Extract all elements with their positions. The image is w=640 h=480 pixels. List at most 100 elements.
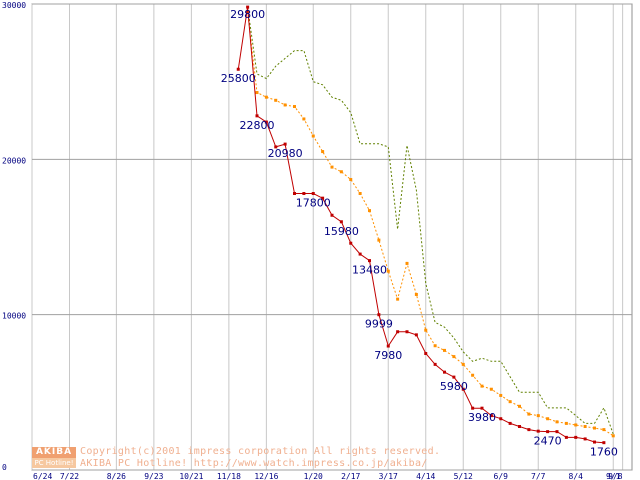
y-axis-ticks: 0 10000 20000 30000: [2, 1, 26, 472]
x-tick-label: 6/9: [494, 472, 509, 480]
data-point-lowest: [359, 253, 362, 256]
data-point-lowest: [340, 220, 343, 223]
data-label: 13480: [352, 264, 387, 277]
x-tick-label: 8/4: [569, 472, 584, 480]
x-axis-ticks: 6/24 7/22 8/26 9/23 10/21 11/18 12/16 1/20 2/17 3…: [33, 472, 623, 480]
x-tick-label: 8/26: [107, 472, 126, 480]
site-url-text: AKIBA PC Hotline! http://www.watch.impre…: [80, 458, 428, 469]
x-tick-label: 4/14: [416, 472, 435, 480]
data-point-lowest: [537, 430, 540, 433]
data-point-lowest: [499, 417, 502, 420]
data-point-average: [584, 425, 587, 428]
data-label: 9999: [365, 318, 393, 331]
data-point-average: [293, 105, 296, 108]
data-point-average: [265, 96, 268, 99]
y-tick-label: 10000: [2, 312, 26, 321]
data-point-average: [509, 400, 512, 403]
data-point-lowest: [518, 425, 521, 428]
x-tick-label: 9/23: [144, 472, 163, 480]
data-point-average: [443, 349, 446, 352]
data-point-lowest: [546, 430, 549, 433]
data-point-average: [302, 117, 305, 120]
data-point-average: [499, 394, 502, 397]
data-point-average: [312, 135, 315, 138]
data-point-lowest: [406, 330, 409, 333]
data-point-average: [256, 91, 259, 94]
data-point-lowest: [256, 114, 259, 117]
data-point-average: [331, 166, 334, 169]
data-point-lowest: [509, 422, 512, 425]
data-point-lowest: [349, 242, 352, 245]
data-point-lowest: [443, 371, 446, 374]
data-point-average: [462, 363, 465, 366]
data-point-lowest: [471, 407, 474, 410]
data-point-average: [602, 428, 605, 431]
x-tick-label: 1/20: [304, 472, 323, 480]
data-label: 25800: [221, 72, 256, 85]
data-point-average: [612, 434, 615, 437]
data-label: 15980: [324, 225, 359, 238]
x-tick-label: 10/21: [179, 472, 203, 480]
data-point-average: [415, 293, 418, 296]
data-point-average: [377, 239, 380, 242]
data-label: 1760: [590, 446, 618, 459]
data-point-average: [406, 262, 409, 265]
data-point-lowest: [302, 192, 305, 195]
data-point-average: [340, 170, 343, 173]
x-tick-label: 6/24: [33, 472, 52, 480]
data-point-average: [481, 385, 484, 388]
y-tick-label: 0: [2, 463, 7, 472]
data-point-average: [452, 355, 455, 358]
data-point-lowest: [556, 430, 559, 433]
data-point-average: [593, 427, 596, 430]
price-chart: 0 10000 20000 30000 6/24 7/22 8/26 9/23 10/21 11…: [0, 0, 640, 480]
x-tick-label: 9/8: [608, 472, 623, 480]
logo-text-top: AKIBA: [32, 447, 76, 458]
logo-text-bottom: PC Hotline!: [32, 458, 76, 468]
data-label: 7980: [374, 349, 402, 362]
y-tick-label: 30000: [2, 1, 26, 10]
data-point-lowest: [387, 345, 390, 348]
data-point-lowest: [368, 259, 371, 262]
data-point-average: [396, 298, 399, 301]
data-point-lowest: [415, 333, 418, 336]
data-label: 29800: [230, 8, 265, 21]
data-point-lowest: [293, 192, 296, 195]
x-tick-label: 11/18: [217, 472, 241, 480]
data-label: 2470: [534, 435, 562, 448]
data-point-lowest: [312, 192, 315, 195]
data-point-average: [424, 329, 427, 332]
x-tick-label: 2/17: [341, 472, 360, 480]
x-tick-label: 12/16: [254, 472, 278, 480]
data-point-average: [368, 209, 371, 212]
data-label: 3980: [468, 411, 496, 424]
data-point-lowest: [331, 214, 334, 217]
data-point-average: [556, 420, 559, 423]
data-label: 5980: [440, 380, 468, 393]
data-point-average: [574, 423, 577, 426]
data-point-lowest: [593, 441, 596, 444]
data-point-average: [490, 388, 493, 391]
data-point-average: [274, 99, 277, 102]
data-label: 20980: [268, 147, 303, 160]
data-point-average: [349, 178, 352, 181]
x-tick-label: 7/7: [531, 472, 546, 480]
data-point-lowest: [396, 330, 399, 333]
data-point-lowest: [377, 313, 380, 316]
data-point-average: [387, 270, 390, 273]
x-tick-label: 7/22: [60, 472, 79, 480]
data-point-average: [471, 374, 474, 377]
y-tick-label: 20000: [2, 156, 26, 165]
data-point-lowest: [584, 437, 587, 440]
data-label: 22800: [240, 119, 275, 132]
data-point-lowest: [602, 441, 605, 444]
data-point-lowest: [481, 407, 484, 410]
x-tick-label: 3/17: [379, 472, 398, 480]
data-point-lowest: [452, 376, 455, 379]
data-point-average: [546, 417, 549, 420]
data-point-average: [527, 413, 530, 416]
data-point-average: [565, 422, 568, 425]
data-point-lowest: [565, 436, 568, 439]
data-point-average: [434, 344, 437, 347]
data-label: 17800: [296, 197, 331, 210]
